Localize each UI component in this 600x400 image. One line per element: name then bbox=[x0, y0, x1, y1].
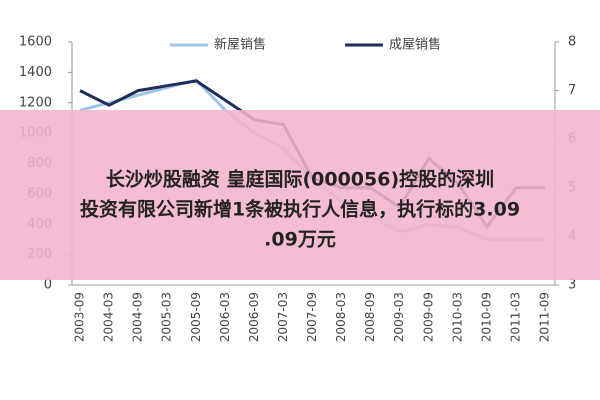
x-tick-label: 2007-09 bbox=[305, 292, 319, 342]
x-tick-label: 2007-03 bbox=[276, 292, 290, 342]
x-tick-label: 2011-03 bbox=[508, 292, 522, 342]
x-tick-label: 2005-09 bbox=[189, 292, 203, 342]
x-tick-label: 2005-03 bbox=[160, 292, 174, 342]
y-tick-label: 1200 bbox=[19, 95, 52, 110]
y-tick-label: 0 bbox=[44, 278, 52, 293]
x-tick-label: 2010-09 bbox=[479, 292, 493, 342]
x-tick-label: 2006-03 bbox=[218, 292, 232, 342]
x-tick-label: 2004-09 bbox=[131, 292, 145, 342]
x-tick-label: 2009-09 bbox=[421, 292, 435, 342]
x-tick-label: 2003-09 bbox=[73, 292, 87, 342]
x-tick-label: 2011-09 bbox=[538, 292, 552, 342]
y-tick-label: 1600 bbox=[19, 35, 52, 50]
banner-line: 投资有限公司新增1条被执行人信息，执行标的3.09 bbox=[80, 198, 520, 221]
x-tick-label: 2006-09 bbox=[247, 292, 261, 342]
banner-line: 长沙炒股融资 皇庭国际(000056)控股的深圳 bbox=[106, 168, 494, 191]
banner-text: 长沙炒股融资 皇庭国际(000056)控股的深圳投资有限公司新增1条被执行人信息… bbox=[80, 168, 520, 251]
legend-label: 成屋销售 bbox=[389, 37, 441, 53]
x-tick-label: 2004-03 bbox=[102, 292, 116, 342]
x-tick-label: 2008-03 bbox=[334, 292, 348, 342]
x-tick-label: 2010-03 bbox=[450, 292, 464, 342]
banner bbox=[0, 110, 600, 280]
x-tick-label: 2008-09 bbox=[363, 292, 377, 342]
y2-tick-label: 7 bbox=[568, 83, 576, 98]
y-tick-label: 1400 bbox=[19, 65, 52, 80]
legend-label: 新屋销售 bbox=[214, 37, 266, 53]
x-tick-label: 2009-03 bbox=[392, 292, 406, 342]
y2-tick-label: 8 bbox=[568, 35, 576, 50]
banner-line: .09万元 bbox=[264, 229, 336, 251]
y2-tick-label: 3 bbox=[568, 278, 576, 293]
